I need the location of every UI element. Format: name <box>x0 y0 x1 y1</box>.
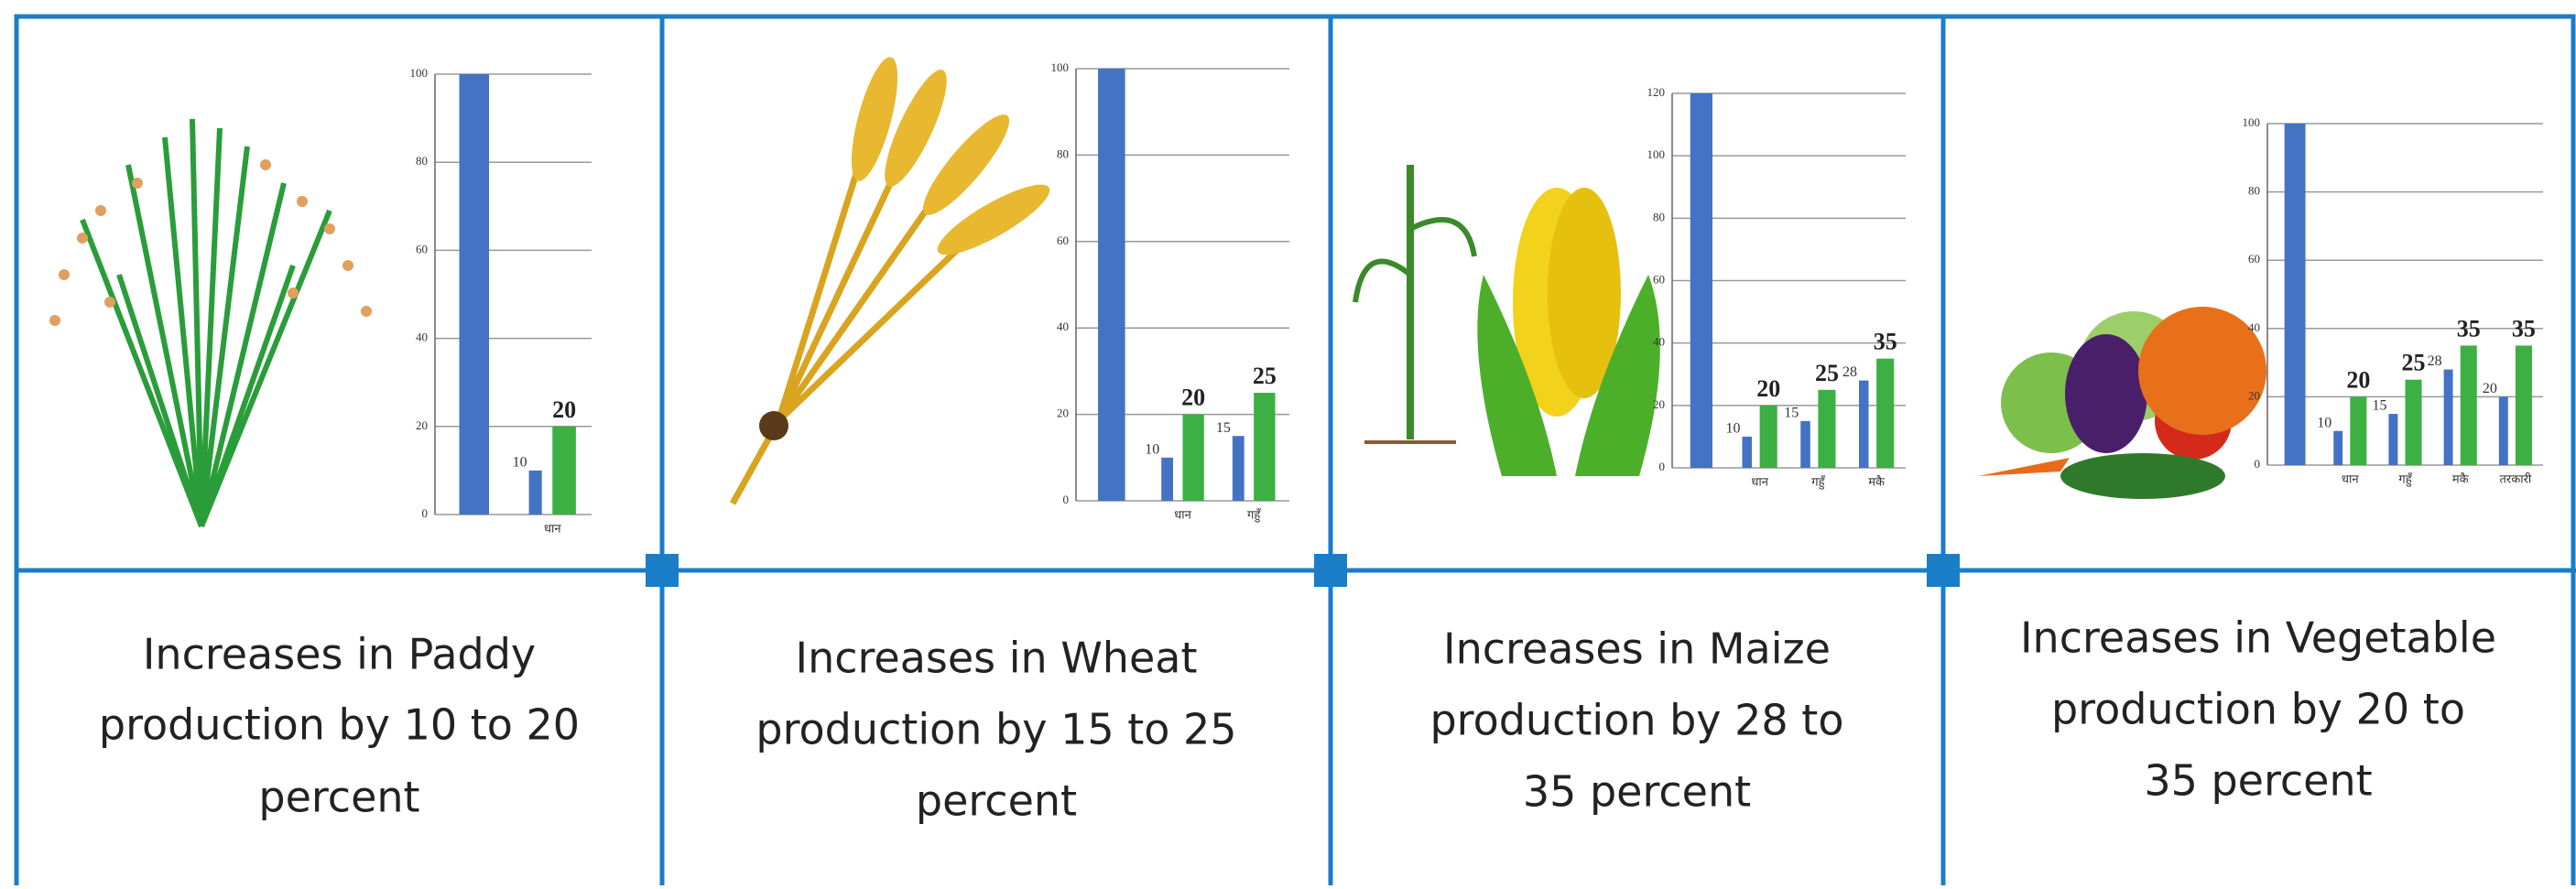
bar <box>1760 406 1777 468</box>
bar <box>1161 458 1173 501</box>
bar <box>2388 414 2397 465</box>
x-tick-label: धान <box>2342 473 2359 487</box>
y-tick-label: 0 <box>422 506 429 520</box>
data-label: 35 <box>2512 315 2536 342</box>
bar <box>1876 359 1894 468</box>
data-label: 20 <box>2346 366 2370 393</box>
data-label: 20 <box>552 396 576 423</box>
bar <box>460 74 489 515</box>
x-tick-label: धान <box>1751 476 1768 490</box>
caption-line: Increases in Paddy <box>143 630 536 679</box>
caption-line: Increases in Vegetable <box>2020 613 2496 663</box>
data-label: 28 <box>2428 353 2442 369</box>
y-tick-label: 0 <box>2255 457 2261 471</box>
bar <box>1859 381 1869 468</box>
bar <box>2516 345 2532 465</box>
bar <box>1233 436 1245 501</box>
caption-line: percent <box>258 773 419 822</box>
data-label: 35 <box>1874 329 1897 355</box>
y-tick-label: 0 <box>1659 460 1666 473</box>
y-tick-label: 0 <box>1063 493 1070 506</box>
page: {"chart_data": [ {"type": "bar", "captio… <box>0 0 2576 885</box>
y-tick-label: 40 <box>2248 320 2260 334</box>
data-label: 15 <box>1784 406 1799 421</box>
bar <box>2499 396 2508 465</box>
data-label: 25 <box>1253 363 1277 389</box>
y-tick-label: 100 <box>1051 60 1070 74</box>
y-tick-label: 60 <box>2248 252 2260 266</box>
y-tick-label: 20 <box>416 418 428 432</box>
bar <box>2406 380 2422 465</box>
bar <box>2461 345 2477 465</box>
data-label: 20 <box>2483 381 2497 396</box>
bar <box>1690 93 1712 468</box>
bar <box>1098 69 1125 501</box>
bar <box>2285 124 2306 465</box>
caption-line: Increases in Maize <box>1443 624 1831 674</box>
caption-line: Increases in Wheat <box>796 634 1198 683</box>
x-tick-label: धान <box>544 523 561 537</box>
y-tick-label: 100 <box>410 66 429 80</box>
y-tick-label: 100 <box>2243 115 2261 129</box>
data-label: 10 <box>513 455 527 471</box>
y-tick-label: 40 <box>416 331 428 344</box>
caption-line: production by 10 to 20 <box>99 700 580 750</box>
bar <box>1800 421 1810 468</box>
x-tick-label: गहुँ <box>2398 472 2412 488</box>
caption-line: 35 percent <box>2144 756 2372 806</box>
y-tick-label: 40 <box>1057 320 1069 333</box>
data-label: 15 <box>2372 398 2386 414</box>
data-label: 10 <box>2317 415 2331 430</box>
y-tick-label: 20 <box>1057 407 1069 420</box>
bar <box>1743 437 1753 468</box>
vegetables-illustration <box>1978 307 2266 499</box>
x-tick-label: गहुँ <box>1811 475 1825 491</box>
x-tick-label: तरकारी <box>2500 472 2532 487</box>
bar <box>529 471 542 515</box>
x-tick-label: मकै <box>1868 475 1886 490</box>
x-tick-label: धान <box>1174 509 1191 523</box>
y-tick-label: 60 <box>416 242 428 255</box>
caption-line: production by 28 to <box>1429 696 1843 745</box>
data-label: 28 <box>1842 364 1857 380</box>
caption-line: 35 percent <box>1523 767 1751 817</box>
y-tick-label: 80 <box>2248 184 2260 198</box>
data-label: 10 <box>1726 421 1741 437</box>
data-label: 10 <box>1145 441 1159 457</box>
bar <box>1254 393 1275 501</box>
wheat-illustration <box>733 53 1058 504</box>
paddy-illustration <box>49 119 372 526</box>
y-tick-label: 80 <box>416 154 428 168</box>
data-label: 15 <box>1216 420 1231 436</box>
y-tick-label: 80 <box>1057 146 1069 160</box>
y-tick-label: 80 <box>1653 210 1665 223</box>
data-label: 20 <box>1181 385 1205 411</box>
y-tick-label: 60 <box>1057 233 1069 247</box>
bar <box>1183 415 1204 501</box>
y-tick-label: 40 <box>1653 335 1665 349</box>
y-tick-label: 60 <box>1653 272 1665 286</box>
y-tick-label: 120 <box>1647 85 1666 99</box>
data-label: 20 <box>1756 375 1780 402</box>
bar <box>1818 390 1835 468</box>
y-tick-label: 100 <box>1647 147 1666 161</box>
data-label: 25 <box>1815 360 1839 386</box>
y-tick-label: 20 <box>2248 388 2260 402</box>
y-tick-label: 20 <box>1653 397 1665 411</box>
data-label: 25 <box>2402 350 2426 376</box>
bar <box>2350 396 2366 465</box>
x-tick-label: मकै <box>2452 472 2470 487</box>
maize-illustration <box>1355 165 1660 476</box>
data-label: 35 <box>2457 315 2481 342</box>
x-tick-label: गहुँ <box>1247 508 1261 524</box>
caption-line: production by 15 to 25 <box>755 705 1236 754</box>
bar <box>552 427 576 515</box>
caption-line: production by 20 to <box>2051 685 2465 734</box>
caption-line: percent <box>916 776 1077 826</box>
bar <box>2333 431 2342 465</box>
bar <box>2444 370 2453 465</box>
panel-grid: 020406080100धान1020Increases in Paddypro… <box>0 0 2576 885</box>
